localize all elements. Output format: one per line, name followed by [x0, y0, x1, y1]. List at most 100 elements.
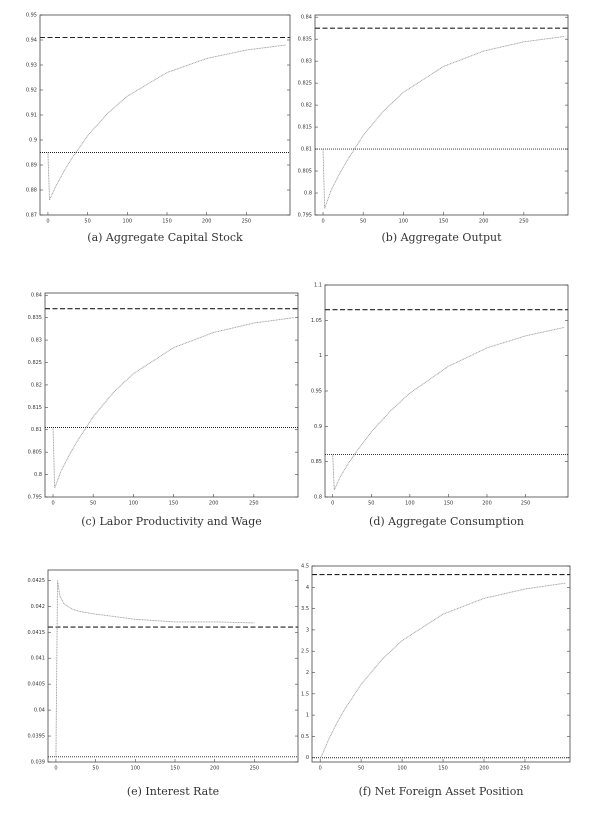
y-tick-label: 0.81 — [301, 147, 312, 153]
x-tick-label: 250 — [520, 766, 530, 772]
x-tick-label: 100 — [129, 501, 139, 507]
y-tick-label: 0.0425 — [28, 578, 46, 584]
y-tick-label: 0.93 — [26, 63, 37, 69]
y-tick-label: 0.84 — [301, 15, 312, 21]
x-tick-label: 150 — [438, 766, 448, 772]
x-tick-label: 100 — [399, 219, 409, 225]
y-tick-label: 0.91 — [26, 113, 37, 119]
y-tick-label: 4.5 — [301, 564, 309, 570]
caption: (a) Aggregate Capital Stock — [87, 231, 243, 244]
transition-path — [322, 36, 565, 209]
y-tick-label: 0.89 — [26, 163, 37, 169]
y-tick-label: 0.8 — [34, 472, 42, 478]
x-tick-label: 200 — [479, 219, 489, 225]
caption: (e) Interest Rate — [127, 785, 219, 798]
x-tick-label: 0 — [319, 766, 322, 772]
y-tick-label: 0.83 — [301, 59, 312, 65]
x-tick-label: 50 — [90, 501, 96, 507]
x-tick-label: 250 — [249, 501, 259, 507]
x-tick-label: 100 — [131, 766, 141, 772]
y-tick-label: 0.039 — [31, 760, 45, 766]
y-tick-label: 0.825 — [298, 81, 312, 87]
y-tick-label: 3 — [306, 627, 309, 633]
x-tick-label: 150 — [169, 501, 179, 507]
y-tick-label: 0.815 — [298, 125, 312, 131]
y-tick-label: 0.81 — [31, 427, 42, 433]
plot-frame — [324, 284, 569, 498]
y-tick-label: 0.0415 — [28, 630, 46, 636]
y-tick-label: 0.795 — [28, 495, 42, 501]
y-tick-label: 0.795 — [298, 213, 312, 219]
x-tick-label: 250 — [521, 501, 531, 507]
y-tick-label: 0.84 — [31, 293, 42, 299]
y-tick-label: 0.9 — [314, 424, 322, 430]
y-tick-label: 0.835 — [28, 315, 42, 321]
x-tick-label: 100 — [397, 766, 407, 772]
y-tick-label: 0.825 — [28, 360, 42, 366]
transition-path — [47, 44, 287, 201]
y-tick-label: 0.83 — [31, 338, 42, 344]
caption: (d) Aggregate Consumption — [369, 515, 524, 528]
y-tick-label: 0.835 — [298, 37, 312, 43]
y-tick-label: 3.5 — [301, 606, 309, 612]
x-tick-label: 0 — [331, 501, 334, 507]
y-tick-label: 0.041 — [31, 656, 45, 662]
x-tick-label: 150 — [444, 501, 454, 507]
y-tick-label: 0.805 — [298, 169, 312, 175]
x-tick-label: 0 — [51, 501, 54, 507]
y-tick-label: 0.82 — [301, 103, 312, 109]
transition-path — [52, 317, 295, 489]
x-tick-label: 50 — [368, 501, 374, 507]
x-tick-label: 200 — [210, 766, 220, 772]
y-tick-label: 1.5 — [301, 691, 309, 697]
x-tick-label: 0 — [46, 219, 49, 225]
y-tick-label: 0.85 — [311, 459, 322, 465]
plot-frame — [47, 569, 299, 763]
x-tick-label: 250 — [242, 219, 252, 225]
x-tick-label: 50 — [360, 219, 366, 225]
x-tick-label: 250 — [250, 766, 260, 772]
y-tick-label: 0.8 — [304, 191, 312, 197]
x-tick-label: 200 — [482, 501, 492, 507]
x-tick-label: 100 — [405, 501, 415, 507]
x-tick-label: 200 — [479, 766, 489, 772]
y-tick-label: 0.0395 — [28, 734, 46, 740]
y-tick-label: 0.95 — [26, 13, 37, 19]
x-tick-label: 250 — [519, 219, 529, 225]
caption: (c) Labor Productivity and Wage — [81, 515, 262, 528]
transition-path — [332, 326, 565, 491]
plot-frame — [39, 14, 291, 216]
x-tick-label: 100 — [123, 219, 133, 225]
caption: (b) Aggregate Output — [381, 231, 502, 244]
y-tick-label: 0.94 — [26, 38, 37, 44]
x-tick-label: 0 — [54, 766, 57, 772]
y-tick-label: 1 — [306, 713, 309, 719]
plot-frame — [314, 14, 569, 216]
y-tick-label: 1.05 — [311, 318, 322, 324]
y-tick-label: 0.8 — [314, 495, 322, 501]
y-tick-label: 0.88 — [26, 188, 37, 194]
y-tick-label: 0.805 — [28, 450, 42, 456]
y-tick-label: 0.5 — [301, 734, 309, 740]
y-tick-label: 0 — [306, 755, 309, 761]
y-tick-label: 1.1 — [314, 283, 322, 289]
y-tick-label: 0.04 — [34, 708, 45, 714]
x-tick-label: 150 — [162, 219, 172, 225]
x-tick-label: 50 — [92, 766, 98, 772]
y-tick-label: 1 — [319, 353, 322, 359]
x-tick-label: 50 — [84, 219, 90, 225]
y-tick-label: 0.0405 — [28, 682, 46, 688]
plot-frame — [311, 565, 571, 763]
y-tick-label: 0.92 — [26, 88, 37, 94]
caption: (f) Net Foreign Asset Position — [359, 785, 524, 798]
y-tick-label: 0.95 — [311, 389, 322, 395]
x-tick-label: 0 — [321, 219, 324, 225]
y-tick-label: 0.9 — [29, 138, 37, 144]
plot-frame — [44, 292, 299, 498]
y-tick-label: 0.815 — [28, 405, 42, 411]
x-tick-label: 200 — [209, 501, 219, 507]
x-tick-label: 50 — [358, 766, 364, 772]
y-tick-label: 4 — [306, 585, 309, 591]
x-tick-label: 200 — [202, 219, 212, 225]
